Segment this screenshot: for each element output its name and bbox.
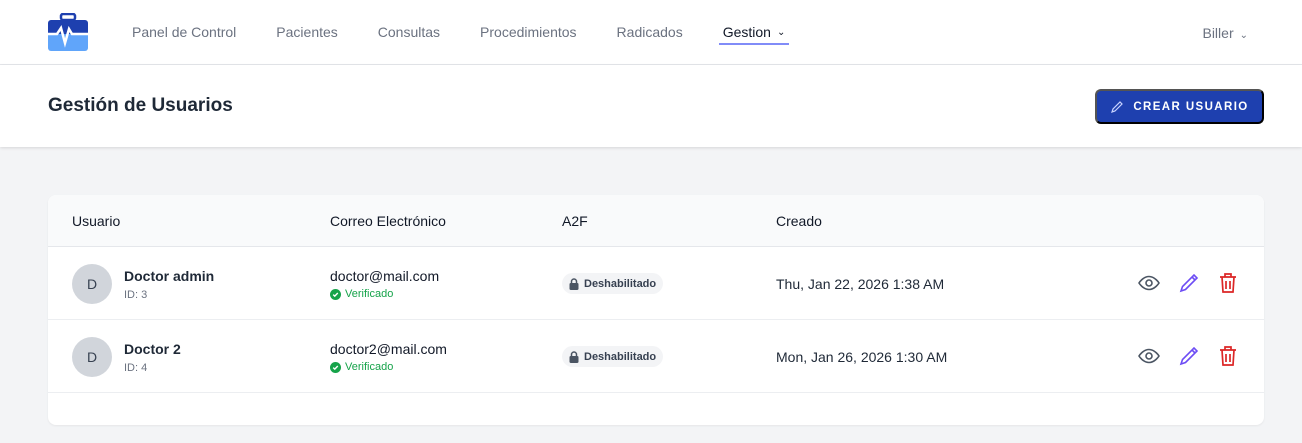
avatar: D xyxy=(72,264,112,304)
top-nav: Panel de Control Pacientes Consultas Pro… xyxy=(0,0,1302,65)
verified-status: Verificado xyxy=(330,361,393,373)
lock-icon xyxy=(569,350,579,363)
page-header: Gestión de Usuarios CREAR USUARIO xyxy=(0,65,1302,147)
users-table: Usuario Correo Electrónico A2F Creado D … xyxy=(48,195,1264,425)
nav-panel-de-control[interactable]: Panel de Control xyxy=(132,24,237,40)
row-actions xyxy=(1138,345,1238,367)
nav-gestion-dropdown[interactable]: Gestion ⌄ xyxy=(718,0,790,64)
verified-status: Verificado xyxy=(330,288,393,300)
nav-gestion-label: Gestion xyxy=(722,24,771,40)
avatar: D xyxy=(72,337,112,377)
check-circle-icon xyxy=(330,361,341,373)
eye-icon[interactable] xyxy=(1138,348,1160,364)
nav-pacientes[interactable]: Pacientes xyxy=(276,24,338,40)
header-a2f: A2F xyxy=(562,213,588,229)
header-correo: Correo Electrónico xyxy=(330,213,446,229)
a2f-label: Deshabilitado xyxy=(584,277,657,290)
nav-procedimientos[interactable]: Procedimientos xyxy=(480,24,577,40)
a2f-label: Deshabilitado xyxy=(584,350,657,363)
pencil-icon[interactable] xyxy=(1178,345,1200,367)
a2f-badge: Deshabilitado xyxy=(562,346,664,367)
trash-icon[interactable] xyxy=(1218,345,1238,367)
nav-consultas[interactable]: Consultas xyxy=(377,24,441,40)
nav-radicados[interactable]: Radicados xyxy=(616,24,683,40)
create-user-label: CREAR USUARIO xyxy=(1133,100,1249,113)
trash-icon[interactable] xyxy=(1218,272,1238,294)
lock-icon xyxy=(569,277,579,290)
eye-icon[interactable] xyxy=(1138,275,1160,291)
page-title: Gestión de Usuarios xyxy=(48,95,233,116)
user-name: Biller xyxy=(1202,25,1234,41)
created-date: Thu, Jan 22, 2026 1:38 AM xyxy=(776,276,945,292)
chevron-down-icon: ⌄ xyxy=(1239,30,1248,41)
user-menu[interactable]: Biller ⌄ xyxy=(1202,25,1248,41)
user-name: Doctor 2 xyxy=(124,341,181,357)
a2f-badge: Deshabilitado xyxy=(562,273,664,294)
verified-label: Verificado xyxy=(345,288,394,300)
create-user-button[interactable]: CREAR USUARIO xyxy=(1095,89,1264,124)
user-email: doctor2@mail.com xyxy=(330,341,447,357)
user-id: ID: 4 xyxy=(124,362,148,374)
header-usuario: Usuario xyxy=(72,213,121,229)
table-header: Usuario Correo Electrónico A2F Creado xyxy=(48,195,1264,247)
pencil-icon xyxy=(1111,100,1124,113)
check-circle-icon xyxy=(330,288,341,300)
created-date: Mon, Jan 26, 2026 1:30 AM xyxy=(776,349,948,365)
pencil-icon[interactable] xyxy=(1178,272,1200,294)
table-row: D Doctor admin ID: 3 doctor@mail.com Ver… xyxy=(48,247,1264,320)
table-row: D Doctor 2 ID: 4 doctor2@mail.com Verifi… xyxy=(48,320,1264,393)
header-creado: Creado xyxy=(776,213,822,229)
user-email: doctor@mail.com xyxy=(330,268,440,284)
verified-label: Verificado xyxy=(345,361,394,373)
medical-briefcase-logo[interactable] xyxy=(48,13,88,51)
user-name: Doctor admin xyxy=(124,268,215,284)
chevron-down-icon: ⌄ xyxy=(776,26,786,38)
row-actions xyxy=(1138,272,1238,294)
user-id: ID: 3 xyxy=(124,289,148,301)
